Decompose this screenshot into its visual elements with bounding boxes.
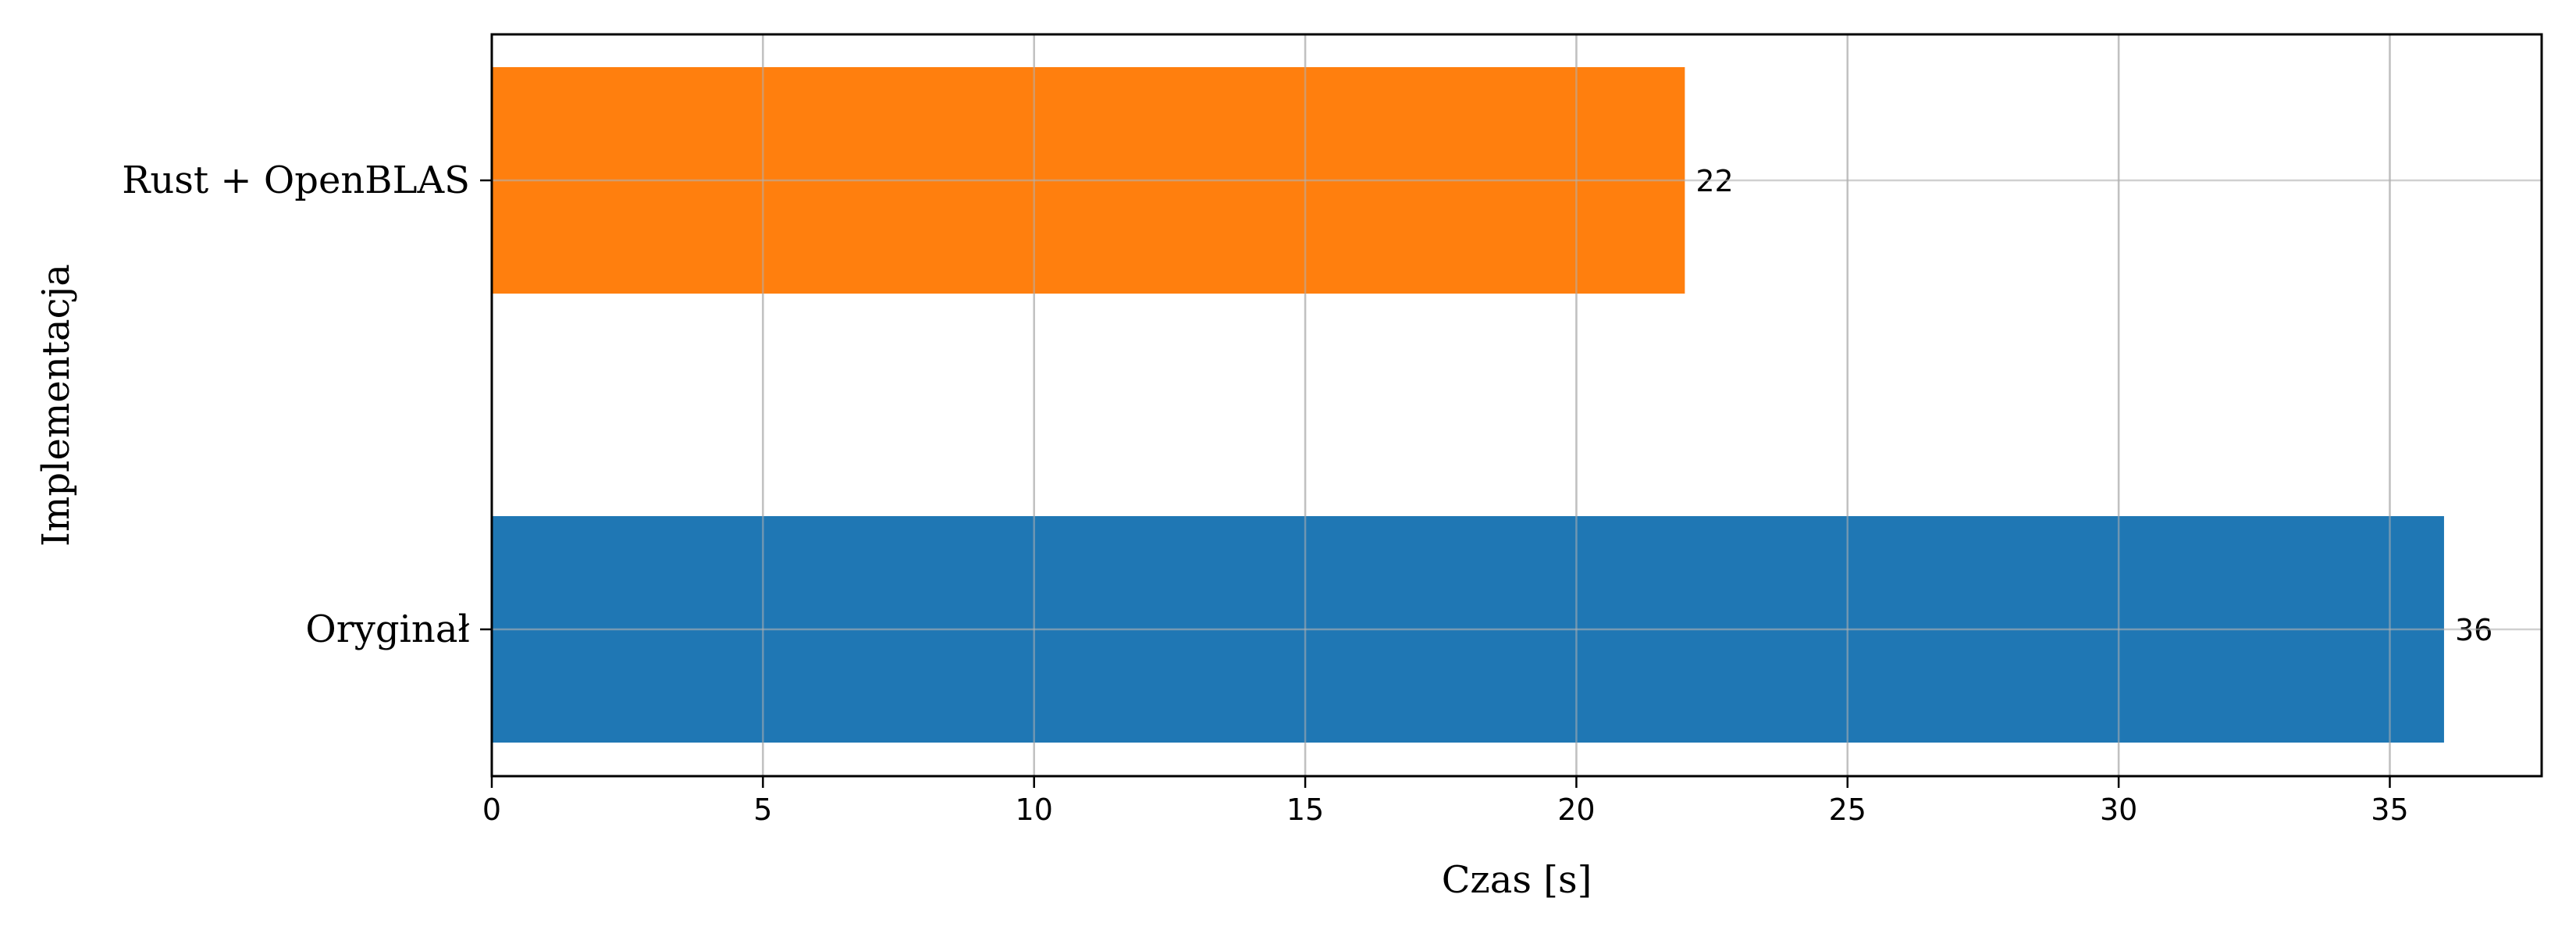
x-tick-label: 5 — [753, 793, 772, 827]
x-tick-label: 0 — [482, 793, 501, 827]
y-axis-label: Implementacja — [34, 264, 78, 547]
x-tick-label: 20 — [1557, 793, 1595, 827]
y-tick-label: Oryginał — [305, 607, 470, 651]
x-ticks: 0 5 10 15 20 25 30 35 — [482, 776, 2409, 827]
x-tick-label: 25 — [1829, 793, 1866, 827]
x-tick-label: 15 — [1286, 793, 1324, 827]
y-tick-label: Rust + OpenBLAS — [122, 159, 470, 202]
y-ticks: Rust + OpenBLAS Oryginał — [122, 159, 492, 651]
x-tick-label: 30 — [2100, 793, 2137, 827]
axes-frame — [490, 33, 2543, 778]
x-axis-label: Czas [s] — [1442, 858, 1592, 902]
x-tick-label: 35 — [2371, 793, 2408, 827]
x-tick-label: 10 — [1016, 793, 1053, 827]
